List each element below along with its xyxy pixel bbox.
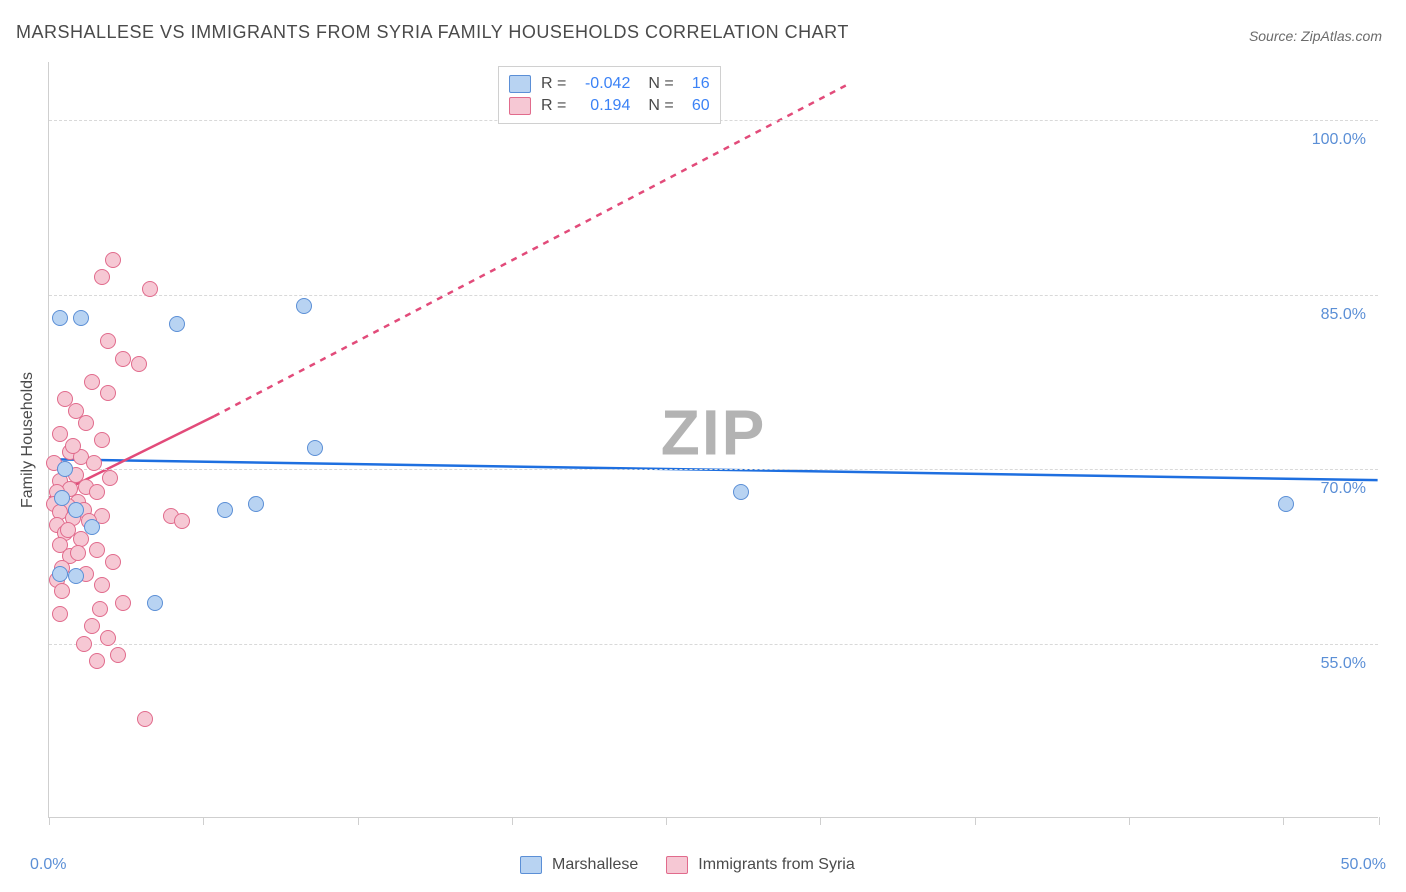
legend-n-label: N = [648, 73, 673, 95]
data-point [169, 316, 185, 332]
legend-row: R = 0.194 N = 60 [509, 95, 710, 117]
data-point [60, 522, 76, 538]
data-point [73, 310, 89, 326]
data-point [307, 440, 323, 456]
gridline [49, 644, 1378, 645]
data-point [94, 269, 110, 285]
gridline [49, 469, 1378, 470]
data-point [89, 542, 105, 558]
legend-n-value: 60 [682, 95, 710, 117]
x-tick [666, 817, 667, 825]
data-point [248, 496, 264, 512]
trend-lines-svg [49, 62, 1378, 817]
data-point [65, 438, 81, 454]
legend-r-label: R = [541, 73, 566, 95]
data-point [147, 595, 163, 611]
data-point [52, 310, 68, 326]
data-point [733, 484, 749, 500]
data-point [54, 490, 70, 506]
legend-r-label: R = [541, 95, 566, 117]
data-point [142, 281, 158, 297]
trend-line [214, 85, 846, 416]
data-point [100, 385, 116, 401]
y-axis-label: Family Households [19, 372, 37, 508]
data-point [94, 432, 110, 448]
data-point [76, 636, 92, 652]
x-tick [1129, 817, 1130, 825]
x-tick [512, 817, 513, 825]
data-point [102, 470, 118, 486]
data-point [52, 426, 68, 442]
data-point [100, 630, 116, 646]
y-tick-label: 100.0% [1312, 131, 1366, 149]
x-tick [1379, 817, 1380, 825]
data-point [54, 583, 70, 599]
legend-swatch [509, 97, 531, 115]
data-point [94, 577, 110, 593]
data-point [57, 461, 73, 477]
data-point [89, 653, 105, 669]
data-point [52, 606, 68, 622]
legend-swatch [520, 856, 542, 874]
data-point [89, 484, 105, 500]
data-point [78, 415, 94, 431]
data-point [174, 513, 190, 529]
legend-swatch [509, 75, 531, 93]
y-tick-label: 85.0% [1321, 306, 1366, 324]
legend-label: Immigrants from Syria [698, 856, 854, 874]
chart-title: MARSHALLESE VS IMMIGRANTS FROM SYRIA FAM… [16, 22, 849, 43]
data-point [86, 455, 102, 471]
source-label: Source: ZipAtlas.com [1249, 28, 1382, 44]
data-point [105, 252, 121, 268]
legend-item: Marshallese [520, 856, 638, 874]
data-point [68, 502, 84, 518]
data-point [105, 554, 121, 570]
data-point [115, 595, 131, 611]
plot-area: ZIP 55.0%70.0%85.0%100.0% [48, 62, 1378, 818]
data-point [84, 618, 100, 634]
x-tick [1283, 817, 1284, 825]
data-point [68, 568, 84, 584]
x-axis-max-label: 50.0% [1341, 856, 1386, 874]
x-tick [358, 817, 359, 825]
data-point [1278, 496, 1294, 512]
series-legend: Marshallese Immigrants from Syria [520, 856, 855, 874]
data-point [115, 351, 131, 367]
y-tick-label: 70.0% [1321, 480, 1366, 498]
legend-row: R = -0.042 N = 16 [509, 73, 710, 95]
x-axis-min-label: 0.0% [30, 856, 66, 874]
x-tick [975, 817, 976, 825]
legend-swatch [666, 856, 688, 874]
data-point [296, 298, 312, 314]
data-point [84, 519, 100, 535]
data-point [217, 502, 233, 518]
data-point [110, 647, 126, 663]
data-point [92, 601, 108, 617]
correlation-legend: R = -0.042 N = 16 R = 0.194 N = 60 [498, 66, 721, 124]
y-tick-label: 55.0% [1321, 655, 1366, 673]
legend-n-value: 16 [682, 73, 710, 95]
gridline [49, 295, 1378, 296]
data-point [84, 374, 100, 390]
data-point [131, 356, 147, 372]
legend-r-value: 0.194 [574, 95, 630, 117]
data-point [100, 333, 116, 349]
data-point [70, 545, 86, 561]
legend-n-label: N = [648, 95, 673, 117]
x-tick [203, 817, 204, 825]
data-point [52, 566, 68, 582]
legend-label: Marshallese [552, 856, 638, 874]
data-point [137, 711, 153, 727]
legend-r-value: -0.042 [574, 73, 630, 95]
x-tick [49, 817, 50, 825]
legend-item: Immigrants from Syria [666, 856, 854, 874]
x-tick [820, 817, 821, 825]
